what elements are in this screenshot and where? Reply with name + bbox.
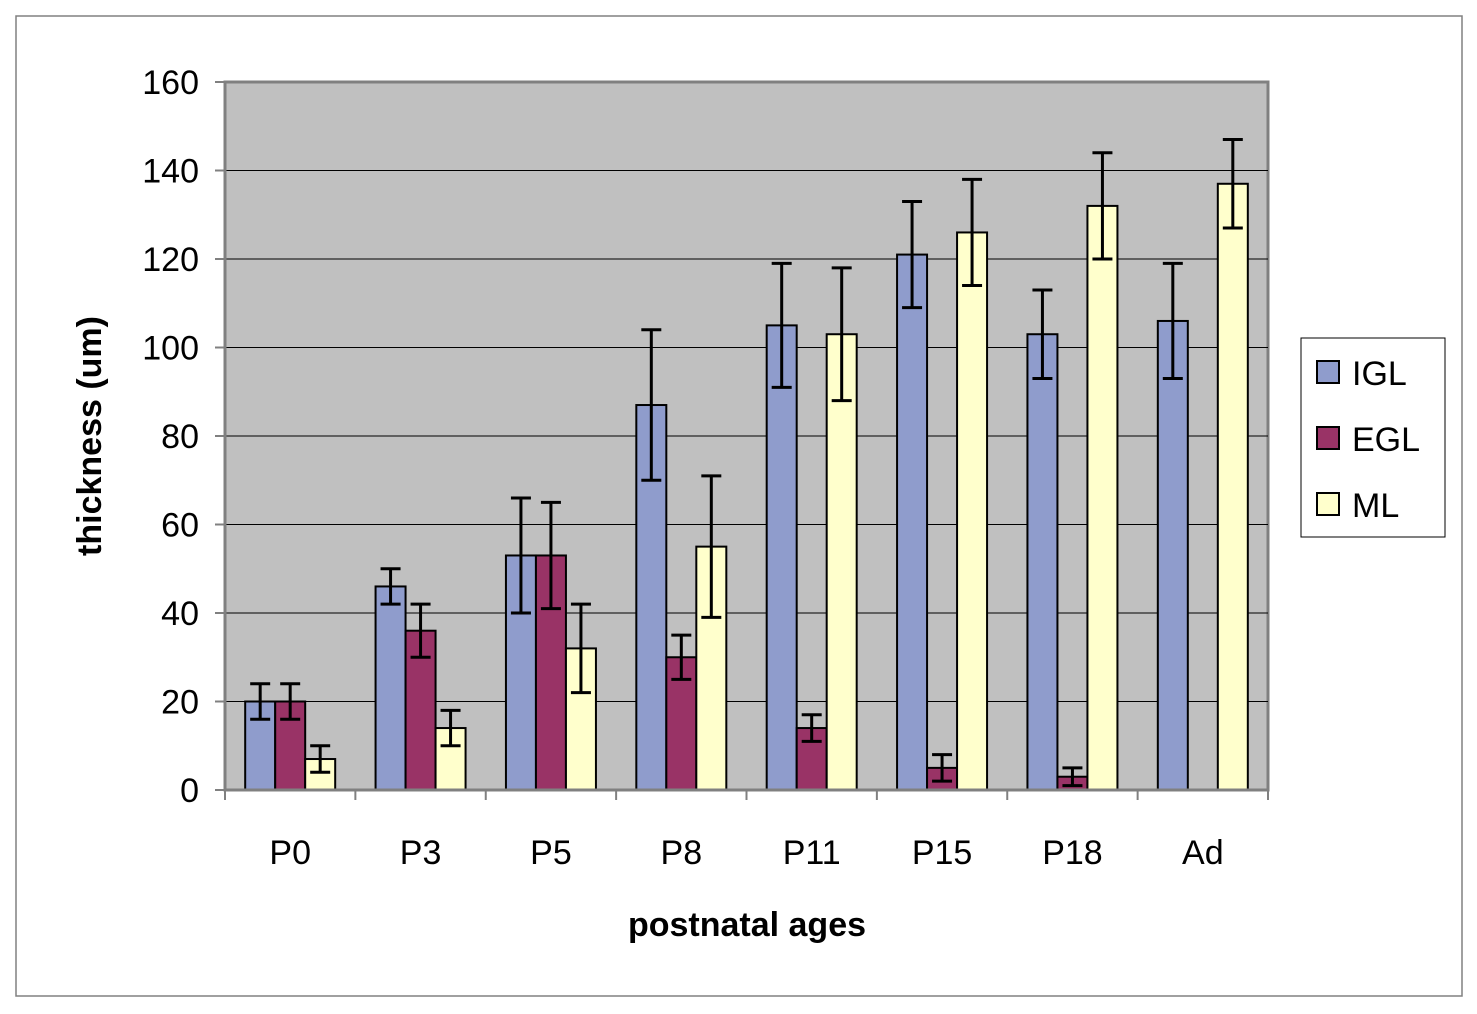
error-bar-ml-p11	[831, 266, 852, 403]
error-bar-igl-p11	[771, 261, 792, 389]
error-bar-ml-p3	[440, 708, 461, 748]
error-bar-egl-p11	[801, 713, 822, 743]
error-bar-igl-p18	[1032, 288, 1053, 380]
x-tick-label: P3	[400, 834, 442, 872]
legend: IGL EGL ML	[1300, 337, 1446, 538]
legend-swatch-igl	[1316, 360, 1340, 384]
y-axis-title: thickness (um)	[71, 316, 109, 556]
legend-swatch-ml	[1316, 492, 1340, 516]
bars	[244, 138, 1249, 792]
error-bar-ml-p5	[570, 602, 591, 695]
error-bar-ml-p8	[701, 474, 722, 619]
error-bar-egl-p18	[1062, 766, 1083, 788]
x-tick-label: P11	[783, 834, 841, 872]
bar-igl-p11	[765, 324, 798, 791]
y-tick-label: 40	[161, 595, 199, 633]
y-tick-label: 0	[180, 772, 199, 810]
error-bar-igl-p8	[641, 328, 662, 482]
error-bar-igl-p15	[902, 199, 923, 310]
legend-swatch-egl	[1316, 426, 1340, 450]
bar-igl-ad	[1156, 319, 1189, 791]
y-tick-label: 80	[161, 418, 199, 456]
bar-igl-p18	[1026, 333, 1059, 791]
error-bar-egl-p8	[671, 633, 692, 681]
bar-ml-p15	[956, 231, 989, 791]
error-bar-ml-p0	[310, 744, 331, 774]
error-bar-igl-p3	[380, 567, 401, 606]
bar-ml-p18	[1086, 204, 1119, 791]
legend-label-ml: ML	[1352, 487, 1399, 525]
y-tick-label: 140	[142, 153, 199, 191]
x-tick-label: P18	[1042, 834, 1103, 872]
error-bar-egl-p15	[932, 753, 953, 783]
error-bar-ml-p15	[962, 177, 983, 288]
legend-label-egl: EGL	[1352, 421, 1420, 459]
error-bar-ml-ad	[1222, 138, 1243, 230]
x-tick-label: P0	[269, 834, 311, 872]
x-tick-label: P15	[912, 834, 973, 872]
bar-ml-p11	[825, 333, 858, 791]
x-tick-label: P8	[661, 834, 703, 872]
axes: 0 20 40 60 80 100 120 140 160 P0 P3 P5 P8 P11 P15 P18 Ad	[142, 64, 1269, 872]
error-bar-egl-p5	[540, 500, 561, 611]
error-bar-igl-p5	[510, 496, 531, 615]
error-bar-ml-p18	[1092, 151, 1113, 261]
y-tick-label: 100	[142, 330, 199, 368]
y-tick-label: 20	[161, 684, 199, 722]
bar-ml-ad	[1216, 182, 1249, 791]
y-tick-label: 120	[142, 241, 199, 279]
legend-label-igl: IGL	[1352, 355, 1407, 393]
x-tick-label: Ad	[1182, 834, 1224, 872]
error-bar-egl-p0	[280, 682, 301, 721]
error-bar-igl-p0	[250, 682, 271, 721]
x-tick-label: P5	[530, 834, 572, 872]
bar-igl-p3	[374, 585, 407, 792]
bar-igl-p15	[896, 253, 929, 791]
x-axis-title: postnatal ages	[628, 906, 866, 944]
y-tick-label: 160	[142, 64, 199, 102]
error-bar-igl-ad	[1162, 261, 1183, 380]
y-tick-label: 60	[161, 507, 199, 545]
error-bar-egl-p3	[410, 602, 431, 659]
